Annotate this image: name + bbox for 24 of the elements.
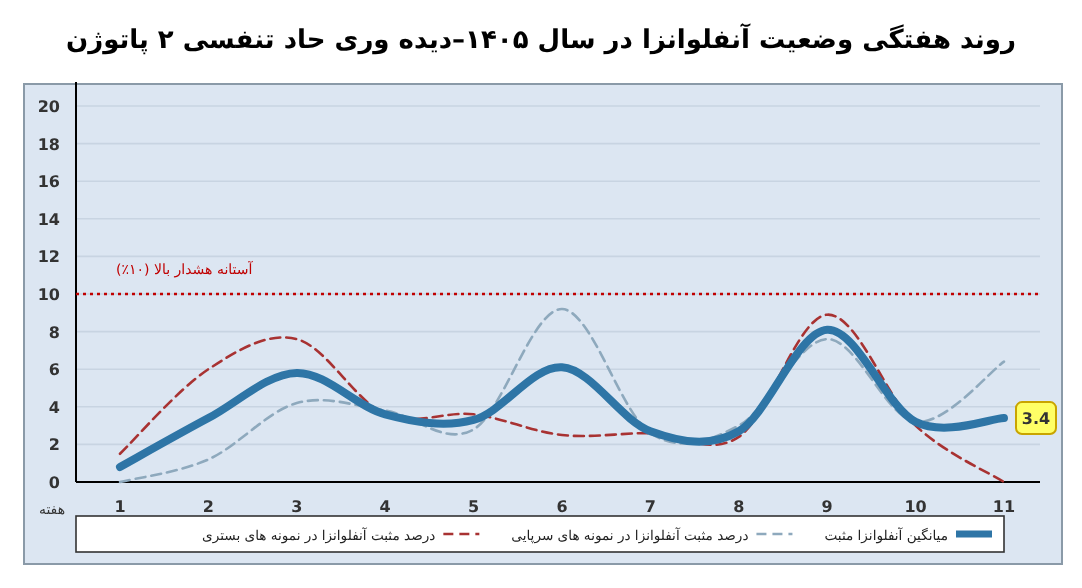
chart-title: روند هفتگی وضعیت آنفلوانزا در سال ۱۴۰۵–دیده وری حاد تنفسی ۲ پاتوژن xyxy=(66,22,1016,56)
x-tick-label: 2 xyxy=(202,498,214,516)
y-tick-label: 2 xyxy=(48,436,60,455)
data-label: 3.4 xyxy=(1021,410,1052,429)
y-tick-label: 4 xyxy=(48,398,61,417)
x-tick-label: 11 xyxy=(992,498,1016,516)
x-tick-label: 6 xyxy=(556,498,569,516)
x-tick-label: 5 xyxy=(468,498,481,516)
y-tick-label: 14 xyxy=(37,210,61,229)
y-tick-label: 0 xyxy=(48,474,61,492)
y-tick-label: 16 xyxy=(37,173,61,192)
x-tick-label: 3 xyxy=(291,498,303,516)
y-tick-label: 6 xyxy=(48,361,61,380)
y-tick-label: 12 xyxy=(37,248,60,267)
y-tick-label: 18 xyxy=(37,135,61,154)
x-tick-label: 7 xyxy=(644,498,656,516)
y-tick-label: 10 xyxy=(37,286,61,304)
x-tick-label: 8 xyxy=(733,498,746,516)
x-tick-label: 4 xyxy=(379,498,392,516)
x-tick-label: 9 xyxy=(821,498,834,516)
x-tick-label: 10 xyxy=(904,498,928,516)
y-tick-label: 8 xyxy=(48,323,61,342)
y-tick-label: 20 xyxy=(37,98,61,116)
x-tick-label: 1 xyxy=(114,498,127,516)
